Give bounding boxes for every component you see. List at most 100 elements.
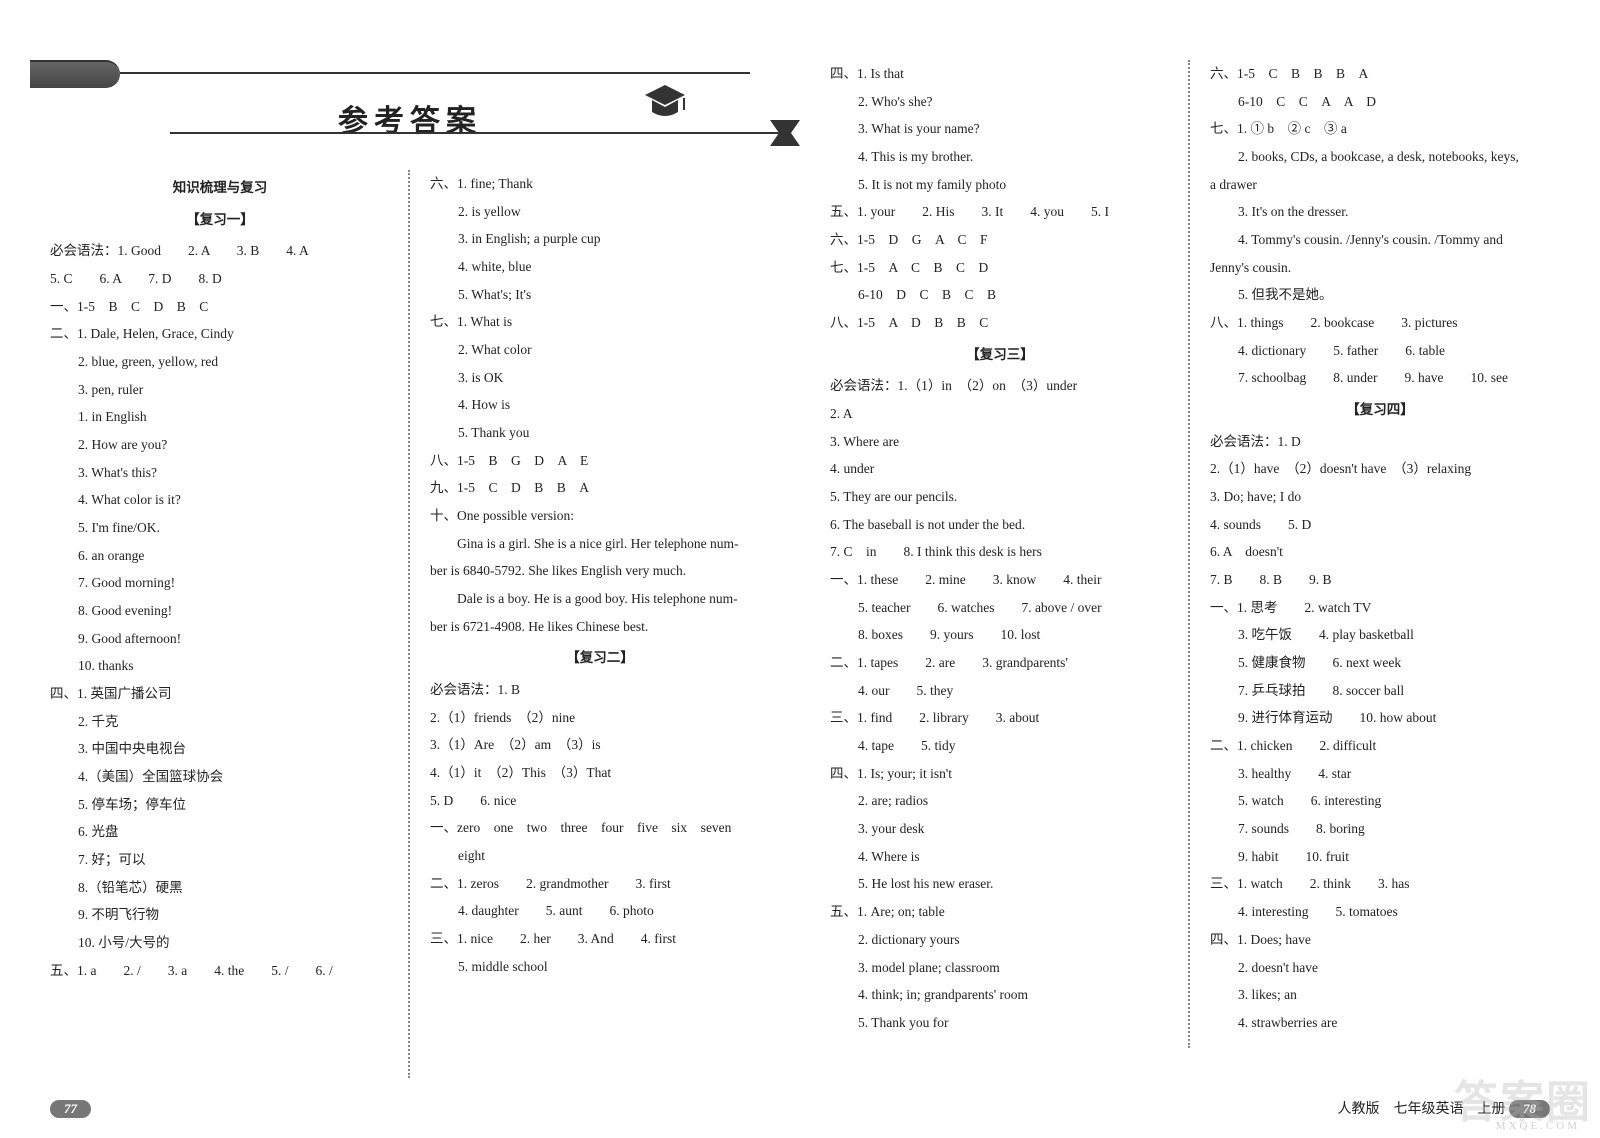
answer-line: 3. What's this? [50, 459, 390, 487]
answer-line: 5. What's; It's [430, 281, 770, 309]
answer-line: 4. white, blue [430, 253, 770, 281]
answer-line: 5. I'm fine/OK. [50, 514, 390, 542]
answer-line: 4. daughter 5. aunt 6. photo [430, 897, 770, 925]
answer-line: 9. habit 10. fruit [1210, 843, 1550, 871]
answer-line: 二、1. tapes 2. are 3. grandparents' [830, 649, 1170, 677]
answer-line: 4. This is my brother. [830, 143, 1170, 171]
answer-line: 2. Who's she? [830, 88, 1170, 116]
answer-line: 五、1. a 2. / 3. a 4. the 5. / 6. / [50, 957, 390, 985]
answer-line: 7. 乒乓球拍 8. soccer ball [1210, 677, 1550, 705]
answer-line: a drawer [1210, 171, 1550, 199]
answer-line: 7. C in 8. I think this desk is hers [830, 538, 1170, 566]
answer-line: 3. is OK [430, 364, 770, 392]
answer-line: 2. are; radios [830, 787, 1170, 815]
answer-line: 3. model plane; classroom [830, 954, 1170, 982]
answer-line: 2.（1）friends （2）nine [430, 704, 770, 732]
answer-line: 三、1. find 2. library 3. about [830, 704, 1170, 732]
answer-line: 10. 小号/大号的 [50, 929, 390, 957]
answer-line: 7. schoolbag 8. under 9. have 10. see [1210, 364, 1550, 392]
answer-line: 5. teacher 6. watches 7. above / over [830, 594, 1170, 622]
answer-line: 6-10 C C A A D [1210, 88, 1550, 116]
answer-line: 二、1. chicken 2. difficult [1210, 732, 1550, 760]
answer-line: 4. our 5. they [830, 677, 1170, 705]
answer-line: 六、1. fine; Thank [430, 170, 770, 198]
page-right: 四、1. Is that2. Who's she?3. What is your… [800, 0, 1600, 1138]
left-columns: 知识梳理与复习 【复习一】 必会语法：1. Good 2. A 3. B 4. … [50, 170, 770, 1078]
section-title: 【复习四】 [1210, 396, 1550, 424]
right-columns: 四、1. Is that2. Who's she?3. What is your… [830, 60, 1550, 1048]
answer-line: 7. Good morning! [50, 569, 390, 597]
answer-line: 5. 健康食物 6. next week [1210, 649, 1550, 677]
answer-line: 3. It's on the dresser. [1210, 198, 1550, 226]
answer-line: 八、1-5 B G D A E [430, 447, 770, 475]
answer-line: 必会语法：1. B [430, 676, 770, 704]
answer-line: 2. doesn't have [1210, 954, 1550, 982]
banner-tag [30, 60, 120, 88]
answer-line: 3. Do; have; I do [1210, 483, 1550, 511]
answer-line: 3. pen, ruler [50, 376, 390, 404]
answer-line: 4. dictionary 5. father 6. table [1210, 337, 1550, 365]
answer-line: 6. 光盘 [50, 818, 390, 846]
page-number: 77 [50, 1100, 91, 1118]
answer-line: 四、1. Is; your; it isn't [830, 760, 1170, 788]
answer-line: 必会语法：1. Good 2. A 3. B 4. A [50, 237, 390, 265]
answer-line: 一、1. these 2. mine 3. know 4. their [830, 566, 1170, 594]
answer-line: 九、1-5 C D B B A [430, 474, 770, 502]
answer-line: Gina is a girl. She is a nice girl. Her … [430, 530, 770, 558]
answer-line: 六、1-5 C B B B A [1210, 60, 1550, 88]
footer-left: 77 [50, 1100, 91, 1118]
answer-line: 2. is yellow [430, 198, 770, 226]
answer-line: 5. D 6. nice [430, 787, 770, 815]
answer-line: 八、1. things 2. bookcase 3. pictures [1210, 309, 1550, 337]
answer-line: 5. Thank you for [830, 1009, 1170, 1037]
left-col-2: 六、1. fine; Thank2. is yellow3. in Englis… [430, 170, 770, 1078]
answer-line: 5. 但我不是她。 [1210, 281, 1550, 309]
answer-line: 三、1. nice 2. her 3. And 4. first [430, 925, 770, 953]
answer-line: 五、1. Are; on; table [830, 898, 1170, 926]
banner-line-bottom [170, 132, 790, 134]
answer-line: 4. strawberries are [1210, 1009, 1550, 1037]
answer-line: 1. in English [50, 403, 390, 431]
answer-line: 四、1. 英国广播公司 [50, 680, 390, 708]
answer-line: 二、1. Dale, Helen, Grace, Cindy [50, 320, 390, 348]
section-title: 【复习二】 [430, 644, 770, 672]
answer-line: 4. interesting 5. tomatoes [1210, 898, 1550, 926]
answer-line: 一、zero one two three four five six seven [430, 814, 770, 842]
page-left: 参考答案 知识梳理与复习 【复习一】 必会语法：1. Good 2. A 3. … [0, 0, 800, 1138]
answer-line: 3. likes; an [1210, 981, 1550, 1009]
answer-line: 8. Good evening! [50, 597, 390, 625]
answer-line: 5. middle school [430, 953, 770, 981]
answer-line: 8.（铅笔芯）硬黑 [50, 874, 390, 902]
footer-text: 人教版 七年级英语 上册 [1338, 1102, 1506, 1117]
answer-line: 4. How is [430, 391, 770, 419]
right-col-2: 六、1-5 C B B B A6-10 C C A A D七、1. ① b ② … [1210, 60, 1550, 1048]
answer-line: 7. sounds 8. boring [1210, 815, 1550, 843]
answer-line: 3. 吃午饭 4. play basketball [1210, 621, 1550, 649]
answer-line: 4. Tommy's cousin. /Jenny's cousin. /Tom… [1210, 226, 1550, 254]
right-col-1: 四、1. Is that2. Who's she?3. What is your… [830, 60, 1170, 1048]
answer-line: 4. What color is it? [50, 486, 390, 514]
answer-line: 三、1. watch 2. think 3. has [1210, 870, 1550, 898]
answer-line: 9. Good afternoon! [50, 625, 390, 653]
answer-line: 6. The baseball is not under the bed. [830, 511, 1170, 539]
section-title: 【复习一】 [50, 206, 390, 234]
answer-line: 2. 千克 [50, 708, 390, 736]
col-divider [1188, 60, 1190, 1048]
answer-line: 4.（1）it （2）This （3）That [430, 759, 770, 787]
answer-line: 4. under [830, 455, 1170, 483]
answer-line: 5. It is not my family photo [830, 171, 1170, 199]
answer-line: 7. 好；可以 [50, 846, 390, 874]
answer-line: 四、1. Does; have [1210, 926, 1550, 954]
answer-line: 必会语法：1.（1）in （2）on （3）under [830, 372, 1170, 400]
header-banner: 参考答案 [50, 60, 770, 140]
answer-line: 八、1-5 A D B B C [830, 309, 1170, 337]
answer-line: 9. 进行体育运动 10. how about [1210, 704, 1550, 732]
answer-line: 5. He lost his new eraser. [830, 870, 1170, 898]
banner-line-top [120, 72, 750, 74]
answer-line: 5. They are our pencils. [830, 483, 1170, 511]
answer-line: Dale is a boy. He is a good boy. His tel… [430, 585, 770, 613]
answer-line: 5. C 6. A 7. D 8. D [50, 265, 390, 293]
answer-line: ber is 6721-4908. He likes Chinese best. [430, 613, 770, 641]
section-title: 【复习三】 [830, 341, 1170, 369]
answer-line: 七、1. ① b ② c ③ a [1210, 115, 1550, 143]
